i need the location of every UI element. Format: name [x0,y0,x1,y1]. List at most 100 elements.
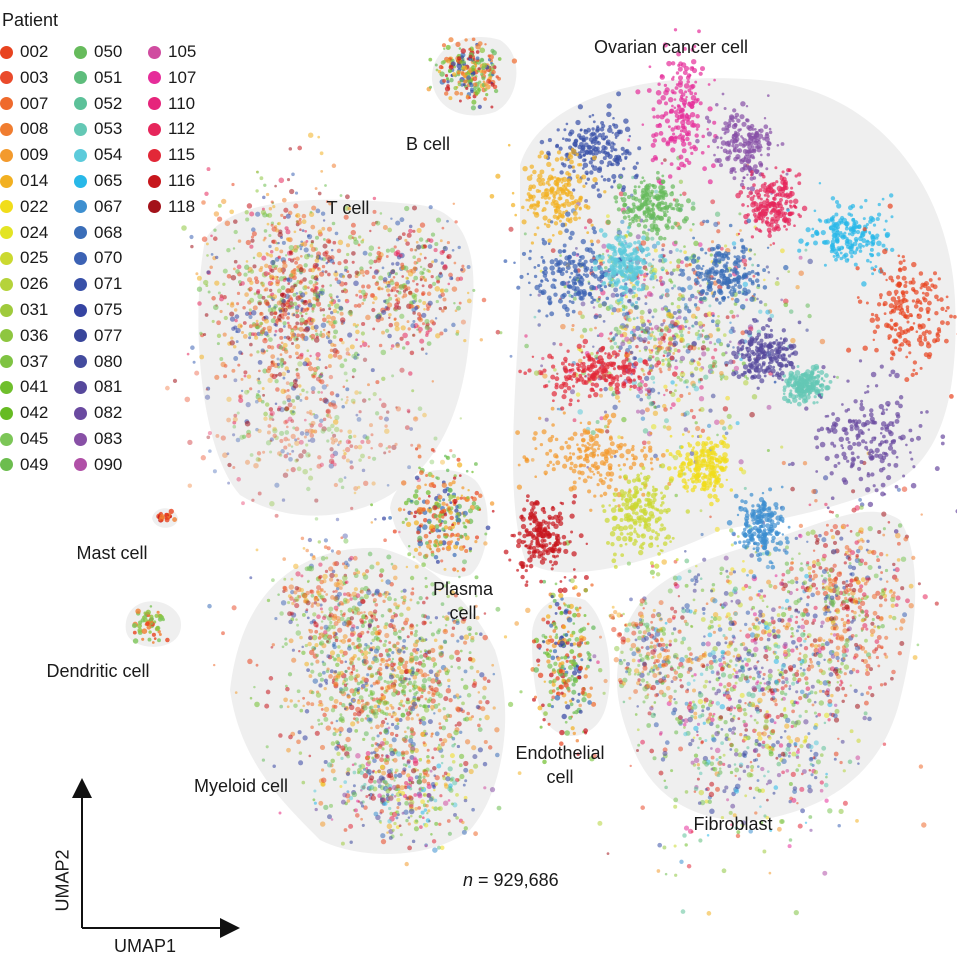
legend-label: 009 [20,145,49,165]
legend-entry-042: 042 [0,401,48,425]
umap-axes [72,778,240,938]
legend-entry-115: 115 [148,143,195,167]
x-axis-label: UMAP1 [114,936,177,956]
legend-swatch [74,71,87,85]
y-axis-label: UMAP2 [52,849,73,912]
legend-label: 090 [94,454,123,474]
legend-label: 081 [94,377,123,397]
legend-entry-036: 036 [0,324,48,348]
cancer-cluster-patient-002 [846,203,957,399]
legend-swatch [74,303,87,317]
legend-swatch [0,122,13,136]
legend-swatch [148,97,161,111]
legend-label: 118 [168,196,196,216]
legend-entry-026: 026 [0,272,48,296]
legend-entry-112: 112 [148,117,195,141]
legend-swatch [74,251,87,265]
fibroblast-points-left [597,576,707,716]
dendritic-cell-points [131,605,170,644]
legend-entry-075: 075 [74,298,122,322]
legend-entry-083: 083 [74,427,122,451]
legend-label: 107 [168,67,197,87]
legend-swatch [148,71,161,85]
legend-entry-105: 105 [148,40,196,64]
legend-label: 041 [20,377,49,397]
legend-entry-110: 110 [148,92,195,116]
myeloid-cell-points-upper [231,518,402,666]
endothelial-cell-points [530,540,597,765]
legend-label: 037 [20,351,49,371]
legend-swatch [0,45,13,59]
legend-entry-002: 002 [0,40,48,64]
cancer-cluster-patient-083 [695,92,789,195]
legend-label: 014 [20,171,49,190]
myeloid-cell-points-lower [278,708,502,867]
legend-label: 054 [94,145,123,165]
legend-swatch [74,432,87,446]
cancer-cluster-patient-009 [515,400,672,512]
legend-label: 105 [168,42,197,61]
legend-entry-022: 022 [0,195,48,219]
legend-label: 024 [20,222,49,242]
legend-swatch [74,355,87,369]
legend-entry-090: 090 [74,453,122,477]
legend-entry-045: 045 [0,427,48,451]
cancer-cluster-patient-082 [790,359,957,534]
legend-label: 008 [20,119,49,139]
legend-label: 049 [20,454,49,474]
legend-entry-071: 071 [74,272,122,296]
plasma-cell-points [370,447,495,580]
legend-swatch [0,71,13,85]
legend-swatch [148,122,161,136]
cancer-cluster-patient-053 [782,363,833,407]
legend-title: Patient [2,10,59,30]
legend-swatch [148,148,161,162]
legend-swatch [0,406,13,420]
cancer-cluster-patient-022 [665,433,744,507]
legend-swatch [148,200,161,214]
legend-entry-014: 014 [0,169,48,193]
cluster-label-b-cell: B cell [405,134,450,154]
cancer-cluster-patient-054 [592,225,668,305]
b-cell-region [431,36,517,116]
legend-label: 045 [20,429,49,448]
legend-swatch [0,148,13,162]
legend-swatch [74,380,87,394]
legend-swatch [74,148,87,162]
legend-entry-068: 068 [74,221,122,245]
legend-entry-007: 007 [0,92,48,116]
cluster-label-ovarian-cancer-cell: Ovarian cancer cell [593,37,749,57]
t-cell-points-main [172,132,413,468]
legend-swatch [0,355,13,369]
legend-swatch [0,251,13,265]
legend-swatch [148,174,161,188]
legend-label: 065 [94,171,123,190]
legend-entry-050: 050 [74,40,122,64]
legend-label: 082 [94,403,123,423]
cluster-label-mast-cell: Mast cell [76,543,148,563]
legend-entry-037: 037 [0,350,48,374]
legend-label: 036 [20,325,49,345]
legend-entry-053: 053 [74,117,122,141]
legend-label: 031 [20,300,49,319]
legend-swatch [0,200,13,214]
legend-swatch [74,45,87,59]
legend-swatch [74,226,87,240]
myeloid-cell-points-main [207,521,556,848]
legend-label: 025 [20,248,49,268]
legend-label: 003 [20,67,49,87]
cancer-cluster-patient-014 [489,143,607,245]
legend-swatch [0,174,13,188]
legend-swatch [74,329,87,343]
t-cell-points-lower [165,319,466,539]
legend-entry-077: 077 [74,324,122,348]
legend-swatch [74,200,87,214]
legend-entry-107: 107 [148,66,196,90]
legend-swatch [0,226,13,240]
t-cell-region [198,199,474,516]
legend-entry-025: 025 [0,246,48,270]
cell-count-annotation: n = 929,686 [463,870,559,891]
legend-entry-054: 054 [74,143,122,167]
legend-label: 042 [20,403,49,423]
